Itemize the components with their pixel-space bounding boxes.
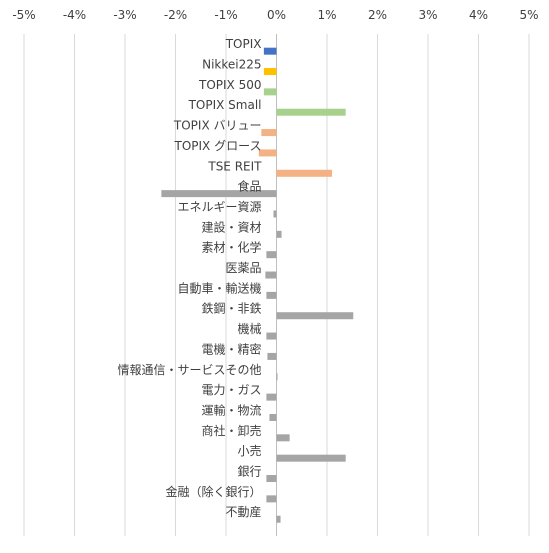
gridlines bbox=[23, 34, 530, 536]
x-tick-label: -4% bbox=[63, 8, 86, 22]
bar bbox=[273, 210, 277, 218]
category-label: 建設・資材 bbox=[201, 219, 261, 234]
category-label: 医薬品 bbox=[225, 261, 261, 275]
bar bbox=[269, 413, 277, 421]
category-label: TOPIX グロース bbox=[174, 139, 262, 153]
bar bbox=[266, 291, 277, 299]
x-tick-label: -3% bbox=[113, 8, 136, 22]
category-label: 電機・精密 bbox=[201, 341, 261, 356]
x-tick-label: 5% bbox=[519, 8, 538, 22]
category-label: 金融（除く銀行） bbox=[165, 484, 261, 499]
bar bbox=[161, 190, 277, 198]
category-label: 食品 bbox=[237, 179, 261, 194]
category-label: 小売 bbox=[237, 443, 261, 458]
category-label: 素材・化学 bbox=[201, 240, 261, 255]
bar bbox=[263, 47, 277, 55]
bar bbox=[276, 169, 333, 177]
x-tick-label: 4% bbox=[469, 8, 488, 22]
x-tick-label: 2% bbox=[368, 8, 387, 22]
category-label: TOPIX 500 bbox=[198, 78, 262, 92]
bar bbox=[276, 454, 346, 462]
category-label: 機械 bbox=[237, 321, 261, 336]
x-tick-label: -2% bbox=[164, 8, 187, 22]
category-label: 商社・卸売 bbox=[201, 423, 261, 438]
bar bbox=[267, 352, 277, 360]
category-label: 情報通信・サービスその他 bbox=[117, 363, 261, 377]
bar bbox=[276, 515, 281, 523]
bar bbox=[276, 108, 346, 116]
bar bbox=[263, 68, 277, 76]
category-label: Nikkei225 bbox=[202, 58, 261, 72]
x-tick-label: 3% bbox=[418, 8, 437, 22]
category-label: TOPIX Small bbox=[188, 98, 262, 112]
x-axis-ticks: -5% -4% -3% -2% -1% 0% 1% 2% 3% 4% 5% bbox=[12, 8, 538, 22]
bar bbox=[265, 271, 277, 279]
category-label: 運輸・物流 bbox=[201, 402, 261, 417]
bar bbox=[266, 332, 277, 340]
category-label: TOPIX bbox=[225, 37, 262, 51]
category-label: TOPIX バリュー bbox=[173, 119, 262, 133]
bar bbox=[258, 149, 277, 157]
category-label: 電力・ガス bbox=[201, 383, 261, 397]
bar bbox=[266, 251, 277, 259]
bar bbox=[276, 434, 290, 442]
bar bbox=[261, 129, 277, 137]
x-tick-label: -5% bbox=[12, 8, 35, 22]
category-labels: TOPIX Nikkei225 TOPIX 500 TOPIX Small TOPIX … bbox=[117, 37, 262, 519]
bar bbox=[266, 495, 277, 503]
x-tick-label: 1% bbox=[317, 8, 336, 22]
bars bbox=[161, 47, 354, 523]
category-label: 鉄鋼・非鉄 bbox=[201, 301, 261, 316]
bar bbox=[276, 312, 354, 320]
category-label: 自動車・輸送機 bbox=[177, 280, 261, 295]
bar bbox=[266, 475, 277, 483]
x-tick-label: 0% bbox=[267, 8, 286, 22]
bar bbox=[263, 88, 277, 96]
category-label: 銀行 bbox=[237, 465, 261, 479]
bar bbox=[266, 393, 277, 401]
category-label: 不動産 bbox=[225, 504, 261, 519]
bar bbox=[276, 230, 282, 238]
category-label: TSE REIT bbox=[207, 159, 262, 173]
x-tick-label: -1% bbox=[214, 8, 237, 22]
bar bbox=[276, 373, 278, 381]
category-label: エネルギー資源 bbox=[177, 200, 261, 214]
